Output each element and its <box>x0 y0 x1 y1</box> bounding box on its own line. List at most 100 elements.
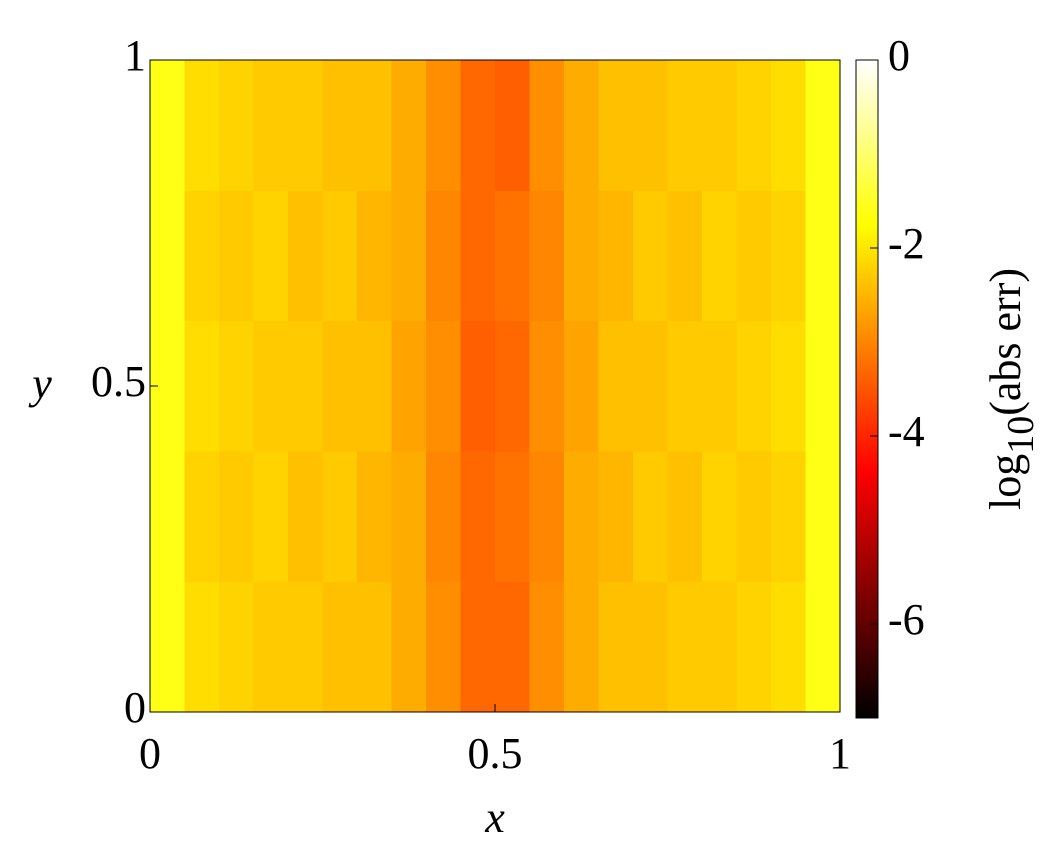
heatmap-cell <box>322 451 358 583</box>
heatmap-cell <box>288 190 323 322</box>
y-axis-label: y <box>28 359 52 408</box>
heatmap-cell <box>633 60 668 191</box>
heatmap-cell <box>219 190 254 322</box>
heatmap-cell <box>495 320 530 452</box>
heatmap-cell <box>529 60 565 191</box>
heatmap-cell <box>667 190 703 322</box>
heatmap-cell <box>736 581 772 713</box>
heatmap-cell <box>357 451 392 583</box>
heatmap-cell <box>564 190 599 322</box>
heatmap-cell <box>702 581 737 713</box>
heatmap-cell <box>219 451 254 583</box>
heatmap-cell <box>219 320 254 452</box>
heatmap-cell <box>253 320 289 452</box>
heatmap-cell <box>771 320 806 452</box>
heatmap-cell <box>736 320 772 452</box>
heatmap-cell <box>805 451 841 583</box>
heatmap-cell <box>598 581 634 713</box>
heatmap-cell <box>805 320 841 452</box>
heatmap-cell <box>736 451 772 583</box>
heatmap-cell <box>598 190 634 322</box>
y-tick-label: 0 <box>124 683 146 732</box>
colorbar-label-rest: (abs err) <box>981 268 1030 416</box>
heatmap-cell <box>805 60 841 191</box>
heatmap-cell <box>357 320 392 452</box>
heatmap-cell <box>564 60 599 191</box>
colorbar-tick-label: -4 <box>888 407 925 456</box>
heatmap-cell <box>288 60 323 191</box>
colorbar-label-sub: 10 <box>1000 416 1041 454</box>
heatmap-cell <box>426 190 461 322</box>
heatmap-cell <box>667 320 703 452</box>
heatmap-cell <box>426 451 461 583</box>
heatmap-cell <box>288 320 323 452</box>
heatmap-cell <box>598 60 634 191</box>
heatmap-cell <box>357 60 392 191</box>
heatmap-cell <box>288 451 323 583</box>
heatmap-cell <box>460 581 496 713</box>
heatmap-cell <box>529 190 565 322</box>
heatmap-cell <box>633 190 668 322</box>
heatmap-cell <box>184 190 220 322</box>
heatmap-cell <box>460 451 496 583</box>
heatmap-cell <box>598 320 634 452</box>
heatmap-cell <box>322 581 358 713</box>
heatmap-cell <box>184 451 220 583</box>
heatmap-cell <box>391 190 427 322</box>
heatmap-cell <box>150 451 185 583</box>
heatmap-cell <box>184 320 220 452</box>
heatmap-cell <box>702 320 737 452</box>
heatmap-cell <box>529 451 565 583</box>
heatmap-cell <box>702 60 737 191</box>
heatmap-cell <box>391 60 427 191</box>
heatmap-cell <box>253 451 289 583</box>
heatmap-cell <box>322 60 358 191</box>
heatmap-cell <box>771 190 806 322</box>
y-tick-label: 0.5 <box>91 357 146 406</box>
heatmap-cell <box>219 581 254 713</box>
colorbar-tick-label: -6 <box>888 595 925 644</box>
heatmap-cell <box>598 451 634 583</box>
heatmap-cell <box>667 581 703 713</box>
heatmap-cell <box>391 581 427 713</box>
heatmap-cell <box>426 60 461 191</box>
heatmap-cell <box>150 581 185 713</box>
heatmap-cell <box>253 60 289 191</box>
heatmap-cell <box>150 190 185 322</box>
x-tick-label: 0 <box>139 729 161 778</box>
heatmap-cell <box>460 60 496 191</box>
heatmap-cell <box>322 320 358 452</box>
heatmap-cell <box>805 190 841 322</box>
heatmap-cell <box>702 190 737 322</box>
heatmap-cell <box>322 190 358 322</box>
heatmap-cell <box>564 581 599 713</box>
heatmap-cell <box>391 451 427 583</box>
heatmap-cell <box>667 451 703 583</box>
heatmap-cell <box>357 581 392 713</box>
heatmap-cell <box>495 60 530 191</box>
heatmap-cell <box>529 320 565 452</box>
heatmap-cell <box>253 190 289 322</box>
colorbar-tick-label: -2 <box>888 219 925 268</box>
heatmap-cell <box>805 581 841 713</box>
heatmap-cell <box>460 190 496 322</box>
heatmap-cell <box>529 581 565 713</box>
y-tick-label: 1 <box>124 31 146 80</box>
heatmap-cell <box>736 60 772 191</box>
heatmap-cell <box>771 451 806 583</box>
x-axis-label: x <box>484 793 505 842</box>
heatmap-cell <box>460 320 496 452</box>
heatmap-cell <box>495 451 530 583</box>
heatmap-cell <box>219 60 254 191</box>
heatmap-cell <box>495 190 530 322</box>
heatmap-cell <box>150 60 185 191</box>
x-tick-label: 1 <box>829 729 851 778</box>
colorbar <box>855 59 879 719</box>
heatmap-cell <box>771 581 806 713</box>
heatmap-cell <box>253 581 289 713</box>
x-tick-label: 0.5 <box>468 729 523 778</box>
heatmap-cell <box>184 60 220 191</box>
heatmap-cell <box>667 60 703 191</box>
heatmap-cell <box>426 320 461 452</box>
